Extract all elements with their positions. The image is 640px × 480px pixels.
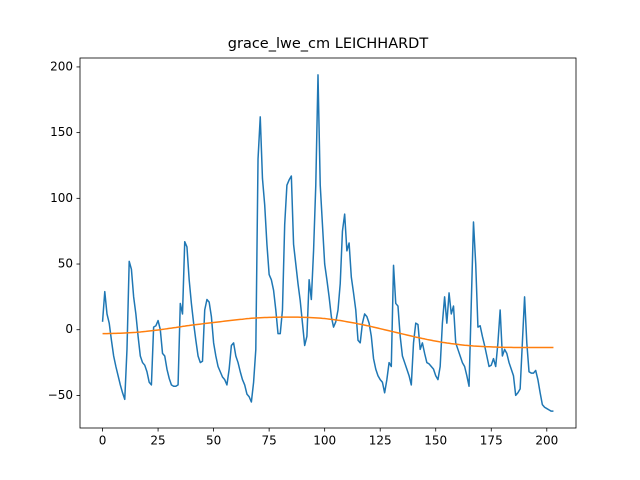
x-tick-label: 75 bbox=[261, 434, 276, 448]
data-line bbox=[101, 74, 554, 412]
plot-frame bbox=[79, 57, 577, 429]
x-tick-label: 150 bbox=[424, 434, 447, 448]
chart-title: grace_lwe_cm LEICHHARDT bbox=[228, 36, 429, 52]
data-line bbox=[102, 316, 554, 349]
y-tick-label: 0 bbox=[65, 322, 73, 336]
x-tick-label: 50 bbox=[206, 434, 221, 448]
y-tick-label: 50 bbox=[58, 257, 73, 271]
y-tick-label: 100 bbox=[50, 191, 73, 205]
x-tick-label: 100 bbox=[313, 434, 336, 448]
x-tick-label: 200 bbox=[535, 434, 558, 448]
y-tick-label: −50 bbox=[48, 388, 73, 402]
x-tick-label: 0 bbox=[99, 434, 107, 448]
y-tick-label: 150 bbox=[50, 125, 73, 139]
x-tick-label: 125 bbox=[369, 434, 392, 448]
y-tick-label: 200 bbox=[50, 59, 73, 73]
x-tick-label: 175 bbox=[480, 434, 503, 448]
x-tick-label: 25 bbox=[150, 434, 165, 448]
